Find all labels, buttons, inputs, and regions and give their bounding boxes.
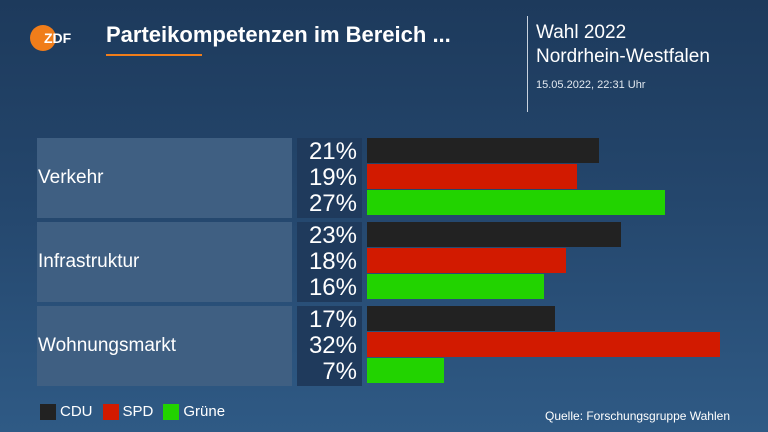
- bar-infrastruktur-gruene: [367, 274, 544, 299]
- data-label-wohnungsmarkt-gruene: 7%: [322, 358, 357, 385]
- data-label-wohnungsmarkt-spd: 32%: [308, 332, 357, 359]
- data-label-verkehr-spd: 19%: [308, 164, 357, 191]
- legend-label-cdu: CDU: [60, 403, 93, 420]
- legend-swatch-cdu: [40, 403, 56, 420]
- value-panel-verkehr: [297, 138, 362, 218]
- source-note: Quelle: Forschungsgruppe Wahlen: [545, 409, 730, 423]
- data-label-infrastruktur-gruene: 16%: [308, 274, 357, 301]
- legend-swatch-gruene: [163, 403, 180, 420]
- category-panel-verkehr: [37, 138, 292, 218]
- svg-text:ZDF: ZDF: [44, 30, 72, 46]
- legend-item-cdu: CDU: [40, 403, 93, 420]
- timestamp: 15.05.2022, 22:31 Uhr: [536, 79, 646, 91]
- bar-wohnungsmarkt-spd: [367, 332, 720, 357]
- bar-verkehr-gruene: [367, 190, 665, 215]
- header-divider: [527, 16, 528, 112]
- legend-swatch-spd: [102, 403, 119, 420]
- category-panel-infrastruktur: [37, 222, 292, 302]
- category-label-wohnungsmarkt: Wohnungsmarkt: [38, 335, 176, 356]
- zdf-logo: ZDF: [29, 24, 77, 52]
- category-label-infrastruktur: Infrastruktur: [38, 251, 140, 272]
- value-panel-infrastruktur: [297, 222, 362, 302]
- legend-label-gruene: Grüne: [183, 403, 226, 420]
- legend-item-spd: SPD: [102, 403, 154, 420]
- election-year: Wahl 2022: [536, 22, 627, 43]
- legend: CDU SPD Grüne: [40, 403, 235, 420]
- bar-infrastruktur-spd: [367, 248, 566, 273]
- data-label-verkehr-cdu: 21%: [308, 138, 357, 165]
- data-label-infrastruktur-cdu: 23%: [308, 222, 357, 249]
- chart-title: Parteikompetenzen im Bereich ...: [106, 22, 451, 47]
- bar-wohnungsmarkt-gruene: [367, 358, 444, 383]
- bar-infrastruktur-cdu: [367, 222, 621, 247]
- legend-item-gruene: Grüne: [163, 403, 225, 420]
- title-underline: [106, 54, 202, 56]
- data-label-verkehr-gruene: 27%: [308, 190, 357, 217]
- legend-label-spd: SPD: [122, 403, 154, 420]
- category-label-verkehr: Verkehr: [38, 167, 104, 188]
- election-info: Wahl 2022 Nordrhein-Westfalen: [536, 21, 710, 69]
- election-region: Nordrhein-Westfalen: [536, 46, 710, 67]
- category-panel-wohnungsmarkt: [37, 306, 292, 386]
- value-panel-wohnungsmarkt: [297, 306, 362, 386]
- bar-wohnungsmarkt-cdu: [367, 306, 555, 331]
- data-label-wohnungsmarkt-cdu: 17%: [308, 306, 357, 333]
- data-label-infrastruktur-spd: 18%: [308, 248, 357, 275]
- bar-verkehr-spd: [367, 164, 577, 189]
- bar-verkehr-cdu: [367, 138, 599, 163]
